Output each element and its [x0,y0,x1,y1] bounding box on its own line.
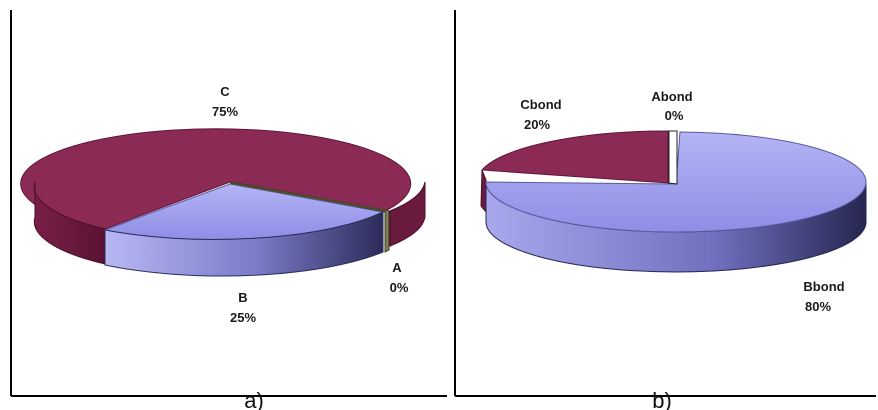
pie-a-pct-a: 0% [390,280,409,295]
pie-chart-b: Cbond 20% Abond 0% Bbond 80% b) [480,89,867,410]
pie-a-label-c: C [220,84,230,99]
pie-b-slice-cbond [480,130,669,184]
pie-b-label-bbond: Bbond [803,279,844,294]
pie-b-label-abond: Abond [651,89,692,104]
pie-a-slice-a-edge [229,182,387,212]
pie-b-label-cbond: Cbond [520,97,561,112]
pie-b-slice-abond [668,130,678,185]
pie-b-pct-bbond: 80% [805,299,831,314]
pie-b-side-cbond [480,169,487,214]
pie-a-label-a: A [392,260,402,275]
pie-a-pct-c: 75% [212,104,238,119]
pie-a-slice-c [20,128,412,230]
pie-a-pct-b: 25% [230,310,256,325]
pie-a-side-c-right [389,181,426,247]
pie-b-pct-cbond: 20% [524,117,550,132]
pie-b-slice-bbond [485,131,867,233]
pie-a-label-b: B [238,290,247,305]
figure-frame [10,10,876,397]
pie-b-pct-abond: 0% [665,108,684,123]
pie-a-side-b [104,211,384,277]
pie-chart-a: C 75% B 25% A 0% a) [20,84,426,410]
chart-b-caption: b) [652,388,672,410]
chart-a-caption: a) [244,388,264,410]
